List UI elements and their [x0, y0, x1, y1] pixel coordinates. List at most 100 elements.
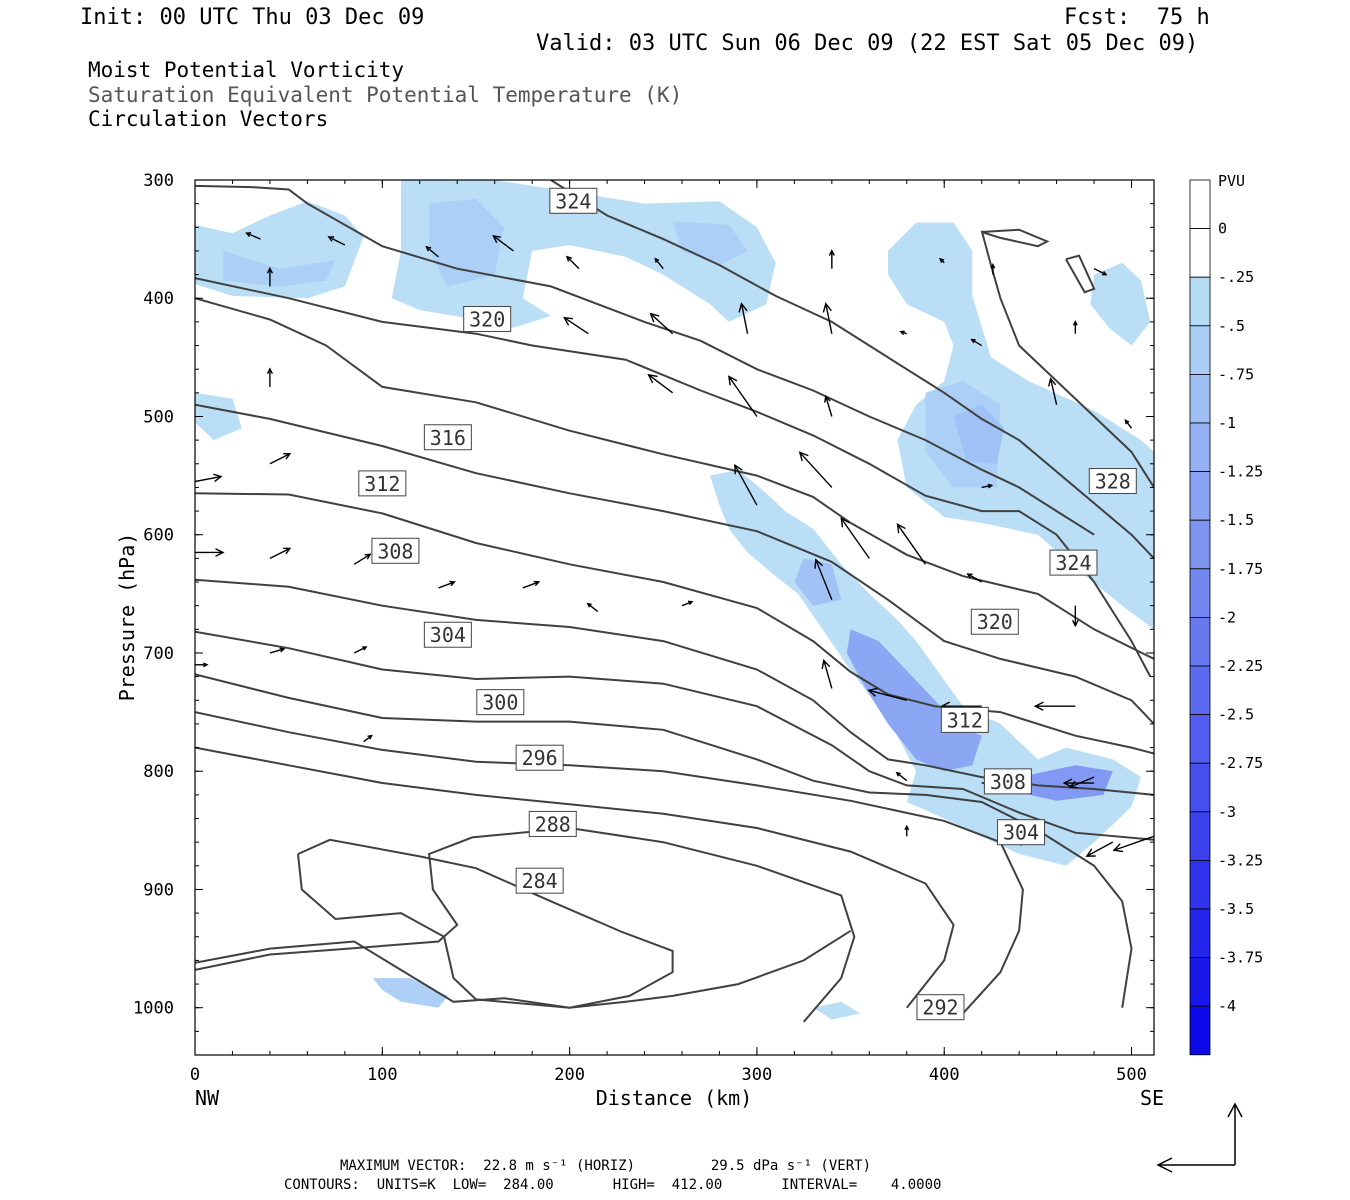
colorbar-swatch	[1189, 714, 1211, 764]
pv-shading-layer	[195, 180, 1154, 1020]
y-tick-label: 800	[143, 762, 174, 782]
contour-info-note: CONTOURS: UNITS=K LOW= 284.00 HIGH= 412.…	[284, 1177, 942, 1193]
circulation-vector	[195, 473, 223, 483]
colorbar-swatch	[1189, 860, 1211, 910]
x-tick-label: 500	[1116, 1065, 1147, 1085]
colorbar-swatch	[1189, 325, 1211, 375]
contour-label: 324	[1049, 549, 1098, 576]
colorbar-units: PVU	[1218, 172, 1245, 190]
colorbar-swatch	[1189, 422, 1211, 472]
circulation-vector	[990, 263, 996, 275]
contour-label: 296	[515, 744, 564, 771]
circulation-vector	[1033, 701, 1076, 711]
pv-shade-3	[429, 198, 505, 287]
contour-label: 300	[476, 689, 525, 716]
x-tick-label: 300	[742, 1065, 773, 1085]
circulation-vector	[363, 734, 373, 743]
contour-label: 316	[423, 424, 472, 451]
x-tick-label: 400	[929, 1065, 960, 1085]
circulation-vector	[438, 580, 456, 589]
theta-contour-16	[1065, 254, 1096, 294]
circulation-vector	[492, 234, 514, 252]
circulation-vector	[245, 232, 261, 240]
circulation-vector	[896, 523, 927, 565]
theta-contour-3	[195, 746, 955, 1009]
forecast-hour-label: Fcst: 75 h	[1064, 5, 1210, 30]
contour-label: 304	[997, 819, 1046, 846]
circulation-vector	[966, 573, 983, 583]
y-axis-title: Pressure (hPa)	[115, 533, 139, 702]
circulation-vector	[895, 771, 908, 782]
colorbar-level-label: -.5	[1218, 317, 1245, 335]
circulation-vector	[828, 249, 835, 269]
circulation-vector	[327, 236, 346, 246]
theta-contour-2	[195, 929, 852, 1009]
circulation-vector	[195, 548, 225, 557]
pv-shade-7	[953, 404, 1005, 464]
circulation-vector	[1072, 320, 1078, 334]
colorbar-level-label: -2.5	[1218, 706, 1254, 724]
colorbar-swatch	[1189, 519, 1211, 570]
contour-label: 312	[940, 706, 989, 733]
init-label: Init: 00 UTC Thu 03 Dec 09	[80, 5, 425, 30]
circulation-vector	[269, 647, 286, 654]
contour-label-text: 300	[482, 691, 518, 715]
colorbar: 0 -.25 -.5 -.75 -1 -1.25 -1.5 -1.75 -2 -2.25 -2.5 -…	[1189, 179, 1263, 1056]
contour-label-text: 320	[977, 610, 1013, 634]
colorbar-swatch	[1189, 762, 1211, 813]
contour-label-text: 308	[377, 539, 413, 563]
circulation-vector	[939, 257, 945, 264]
y-tick-label: 1000	[133, 999, 174, 1019]
contour-label: 284	[515, 867, 564, 894]
circulation-vector	[353, 553, 372, 565]
circulation-vector	[647, 373, 674, 394]
contour-label: 312	[358, 470, 407, 497]
contour-label-text: 312	[947, 708, 983, 732]
valid-time-label: Valid: 03 UTC Sun 06 Dec 09 (22 EST Sat …	[536, 31, 1199, 56]
y-tick-label: 600	[143, 526, 174, 546]
colorbar-swatch	[1189, 276, 1211, 327]
contour-label: 304	[423, 621, 472, 648]
reference-vector-icon	[1156, 1102, 1243, 1173]
theta-contour-5	[195, 673, 1133, 1008]
y-tick-label: 500	[143, 407, 174, 427]
circulation-vector	[728, 375, 758, 417]
max-vector-note: MAXIMUM VECTOR: 22.8 m s⁻¹ (HORIZ) 29.5 …	[340, 1158, 872, 1174]
theta-contour-12	[195, 184, 1095, 536]
circulation-vector	[1062, 778, 1095, 788]
colorbar-swatch	[1189, 957, 1211, 1007]
pv-shade-14	[813, 1001, 860, 1020]
circulation-vector	[1085, 841, 1114, 857]
circulation-vector	[822, 302, 833, 334]
circulation-vector	[565, 255, 580, 270]
colorbar-level-label: -2.75	[1218, 754, 1263, 772]
colorbar-swatch	[1189, 617, 1211, 667]
contour-label-text: 296	[522, 746, 558, 770]
circulation-vector	[821, 658, 833, 689]
title-vectors: Circulation Vectors	[88, 107, 329, 131]
y-tick-label: 300	[143, 171, 174, 191]
colorbar-swatch	[1189, 179, 1211, 229]
contour-label: 324	[549, 187, 598, 214]
theta-contour-13	[550, 180, 1154, 560]
colorbar-swatch	[1189, 1005, 1211, 1056]
theta-contour-15	[981, 228, 1050, 248]
contour-label-text: 324	[555, 189, 591, 213]
colorbar-level-label: -3.75	[1218, 949, 1263, 967]
colorbar-swatch	[1189, 908, 1211, 958]
x-axis-title: Distance (km)	[596, 1086, 753, 1110]
pv-shade-5	[888, 222, 1154, 630]
contour-label: 292	[916, 994, 965, 1021]
contour-label-text: 320	[469, 308, 505, 332]
contour-label: 308	[983, 768, 1032, 795]
x-tick-label: 0	[190, 1065, 200, 1085]
contour-label: 320	[970, 608, 1019, 635]
theta-contour-8	[195, 492, 1154, 755]
circulation-vector	[195, 662, 209, 668]
circulation-vector	[353, 646, 368, 654]
circulation-vector	[654, 257, 664, 270]
circulation-vector	[266, 367, 274, 387]
circulation-vector	[1124, 419, 1133, 429]
circulation-vector	[425, 245, 439, 258]
colorbar-level-label: -4	[1218, 997, 1236, 1015]
